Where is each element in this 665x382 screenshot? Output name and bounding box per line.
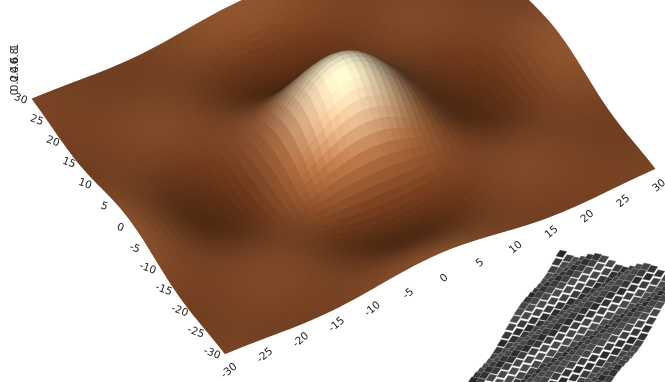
y-tick-label: 5	[99, 200, 109, 214]
y-tick-label: -30	[202, 345, 222, 362]
x-tick-label: 0	[438, 271, 451, 284]
wireframe-facet	[654, 270, 665, 278]
x-tick-label: -20	[290, 330, 311, 350]
wireframe-facet	[637, 333, 648, 341]
wireframe-facet	[505, 323, 516, 331]
y-tick-label: 10	[77, 176, 94, 192]
z-tick-label: 0	[9, 89, 21, 96]
wireframe-facet	[510, 315, 521, 323]
y-tick-label: 25	[29, 112, 46, 128]
x-tick-label: 30	[650, 177, 665, 195]
x-tick-label: -5	[400, 286, 416, 302]
y-tick-label: 0	[115, 221, 125, 235]
wireframe-facet	[532, 309, 543, 317]
y-tick-label: -5	[128, 241, 142, 256]
x-tick-label: -15	[326, 314, 347, 334]
wireframe-facet	[508, 367, 519, 375]
wireframe-facet	[573, 366, 584, 374]
wireframe-facet	[605, 260, 616, 268]
x-tick-label: -30	[219, 361, 240, 381]
wireframe-facet	[641, 325, 652, 333]
wireframe-inset	[468, 250, 665, 382]
x-tick-label: 20	[578, 208, 596, 226]
x-tick-label: -25	[254, 345, 275, 365]
x-tick-label: 5	[473, 256, 486, 269]
x-tick-label: -10	[362, 299, 383, 319]
x-tick-label: 15	[543, 223, 561, 241]
y-tick-label: -10	[138, 260, 158, 277]
x-tick-label: 10	[507, 239, 525, 257]
wireframe-facet	[556, 250, 567, 258]
wireframe-facet	[630, 328, 641, 336]
wireframe-facet	[645, 317, 656, 325]
x-tick-label: 25	[614, 192, 632, 210]
wireframe-facet	[581, 319, 592, 327]
